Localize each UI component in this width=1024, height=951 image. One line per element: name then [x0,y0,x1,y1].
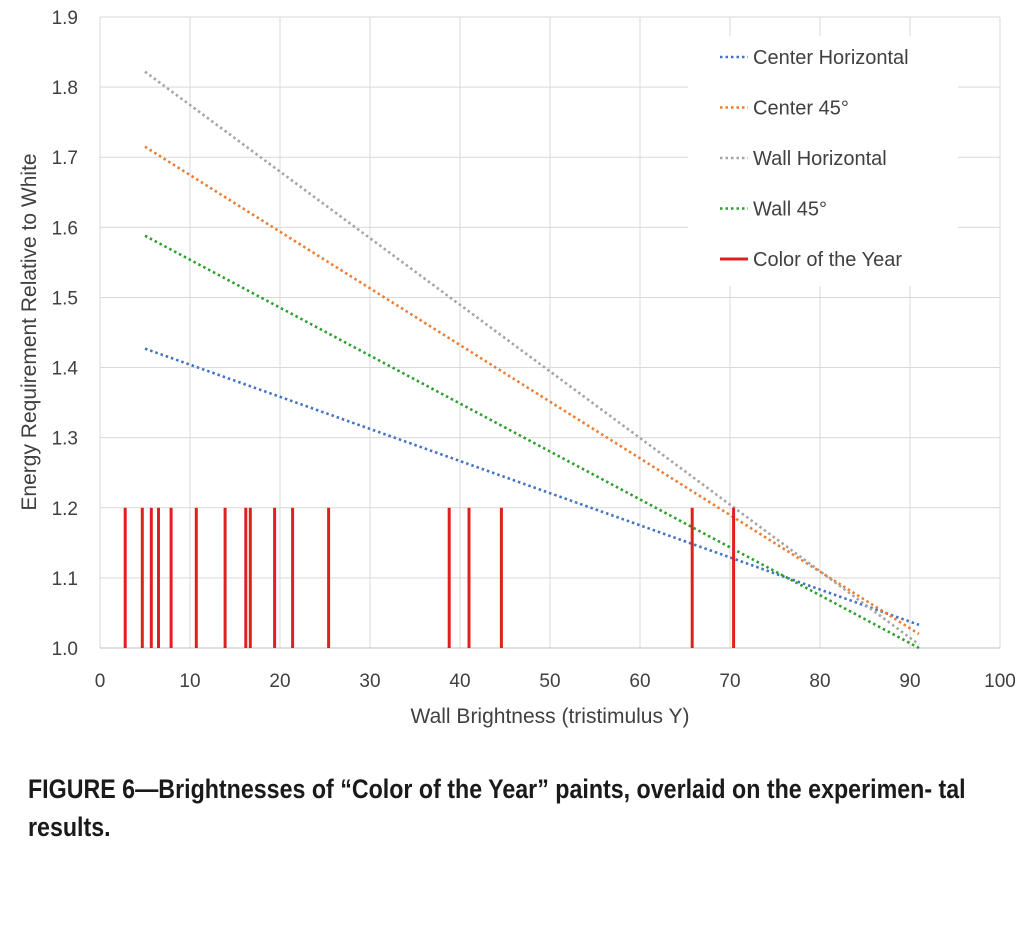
series-line-wall-horizontal [144,70,920,646]
legend-label: Wall 45° [753,199,827,221]
y-tick-label: 1.3 [52,429,78,450]
x-tick-label: 100 [984,671,1016,692]
legend-box [688,36,958,286]
x-tick-labels: 0 10 20 30 40 50 60 70 80 90 100 [95,671,1016,692]
x-tick-label: 70 [719,671,740,692]
x-tick-label: 20 [269,671,290,692]
x-tick-label: 10 [179,671,200,692]
y-tick-label: 1.2 [52,499,78,520]
y-axis-title: Energy Requirement Relative to White [18,153,41,510]
figure-caption: FIGURE 6—Brightnesses of “Color of the Y… [28,774,966,842]
series-group [123,70,920,650]
series-line-center-45- [144,145,920,636]
legend-label: Center Horizontal [753,47,909,69]
x-tick-label: 90 [899,671,920,692]
y-tick-label: 1.9 [52,8,78,29]
x-tick-label: 30 [359,671,380,692]
y-tick-label: 1.6 [52,218,78,239]
legend-label: Wall Horizontal [753,148,887,170]
x-axis-title: Wall Brightness (tristimulus Y) [411,705,690,728]
y-tick-label: 1.1 [52,569,78,590]
x-tick-label: 80 [809,671,830,692]
legend-label: Color of the Year [753,249,902,271]
y-tick-labels: 1.0 1.1 1.2 1.3 1.4 1.5 1.6 1.7 1.8 1.9 [52,8,79,660]
y-tick-label: 1.5 [52,288,78,309]
y-tick-label: 1.8 [52,78,78,99]
x-tick-label: 0 [95,671,106,692]
legend-label: Center 45° [753,98,849,120]
legend: Center Horizontal Center 45° Wall Horizont… [688,36,958,286]
x-tick-label: 50 [539,671,560,692]
x-tick-label: 40 [449,671,470,692]
y-tick-label: 1.0 [52,639,78,660]
chart: 0 10 20 30 40 50 60 70 80 90 100 1.01.11.21.31.41.… [18,8,1016,728]
y-tick-label: 1.4 [52,359,79,380]
x-tick-label: 60 [629,671,650,692]
y-tick-label: 1.7 [52,148,78,169]
